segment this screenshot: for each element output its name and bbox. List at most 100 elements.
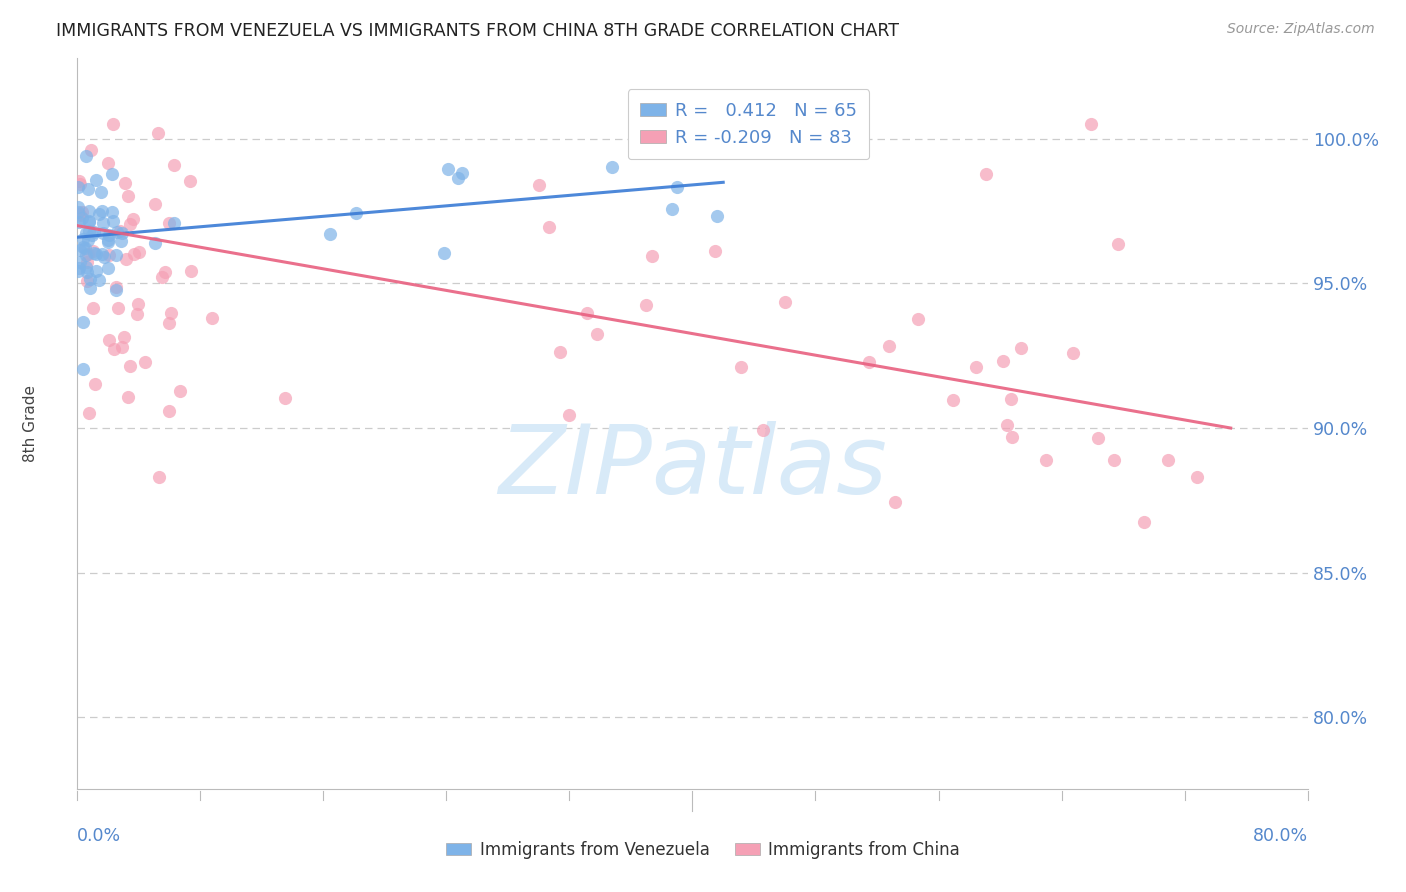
Point (134, 355, 156, 369)
Point (97, 235, 120, 249)
Point (93, 250, 115, 264)
Point (143, 197, 166, 211)
Point (153, 265, 176, 279)
Point (89, 207, 111, 221)
Point (157, 404, 180, 418)
Point (97, 233, 120, 247)
Point (884, 495, 907, 509)
Point (112, 330, 135, 344)
Text: ZIPatlas: ZIPatlas (498, 421, 887, 514)
Point (1001, 430, 1024, 444)
Point (89, 273, 111, 287)
Point (83, 377, 105, 392)
Point (447, 171, 470, 186)
Point (76, 254, 98, 268)
Point (111, 226, 134, 240)
Point (117, 189, 139, 203)
Text: 0.0%: 0.0% (77, 827, 121, 845)
Point (67, 207, 90, 221)
Point (66, 204, 89, 219)
Point (91, 226, 114, 240)
Point (98, 333, 121, 347)
Point (146, 126, 169, 140)
Point (83, 246, 105, 260)
Point (641, 249, 664, 263)
Point (67, 174, 90, 188)
Point (451, 166, 474, 180)
Point (991, 354, 1014, 368)
Point (344, 206, 367, 220)
Point (1104, 452, 1126, 467)
Point (148, 470, 170, 484)
Point (77, 247, 100, 261)
Point (97, 155, 120, 169)
Point (69, 177, 91, 191)
Point (72, 362, 94, 376)
Point (90, 247, 112, 261)
Point (67, 261, 90, 276)
Point (104, 283, 127, 297)
Point (76, 233, 98, 247)
Point (145, 235, 167, 250)
Point (163, 158, 186, 172)
Point (97, 261, 120, 276)
Point (1187, 470, 1209, 484)
Point (69, 244, 91, 258)
Point (79, 204, 101, 219)
Point (84, 264, 107, 278)
Point (105, 226, 128, 240)
Point (974, 167, 997, 181)
Point (666, 179, 689, 194)
Point (157, 216, 180, 230)
Point (76, 274, 98, 288)
Point (163, 216, 186, 230)
Point (91, 216, 114, 230)
Point (77, 224, 100, 238)
Point (180, 264, 202, 278)
Point (585, 327, 607, 342)
Point (101, 118, 124, 132)
Point (1087, 431, 1109, 445)
Point (73, 241, 96, 255)
Point (100, 167, 122, 181)
Point (858, 355, 880, 369)
Point (179, 173, 201, 187)
Point (103, 342, 125, 356)
Point (907, 312, 929, 326)
Point (108, 224, 131, 238)
Point (86, 172, 108, 186)
Point (1062, 345, 1084, 359)
Point (77, 213, 100, 227)
Point (77, 214, 100, 228)
Point (730, 359, 752, 374)
Point (1080, 118, 1102, 132)
Point (600, 160, 623, 174)
Point (706, 209, 728, 223)
Point (72, 211, 94, 226)
Point (83, 225, 105, 239)
Legend: R =   0.412   N = 65, R = -0.209   N = 83: R = 0.412 N = 65, R = -0.209 N = 83 (627, 89, 869, 160)
Point (437, 161, 460, 176)
Point (67, 215, 90, 229)
Point (1157, 453, 1180, 467)
Point (76, 265, 98, 279)
Point (80, 227, 103, 242)
Point (121, 212, 143, 227)
Point (160, 306, 183, 320)
Point (118, 359, 141, 373)
Point (82, 301, 104, 316)
Point (72, 240, 94, 254)
Point (201, 311, 224, 326)
Point (557, 408, 579, 422)
Point (1000, 392, 1022, 406)
Point (965, 360, 987, 375)
Point (97, 227, 120, 242)
Legend: Immigrants from Venezuela, Immigrants from China: Immigrants from Venezuela, Immigrants fr… (440, 835, 966, 866)
Point (127, 307, 149, 321)
Point (117, 390, 139, 404)
Point (69, 208, 91, 222)
Point (1133, 515, 1156, 529)
Point (704, 244, 727, 258)
Point (124, 247, 146, 261)
Point (72, 315, 94, 329)
